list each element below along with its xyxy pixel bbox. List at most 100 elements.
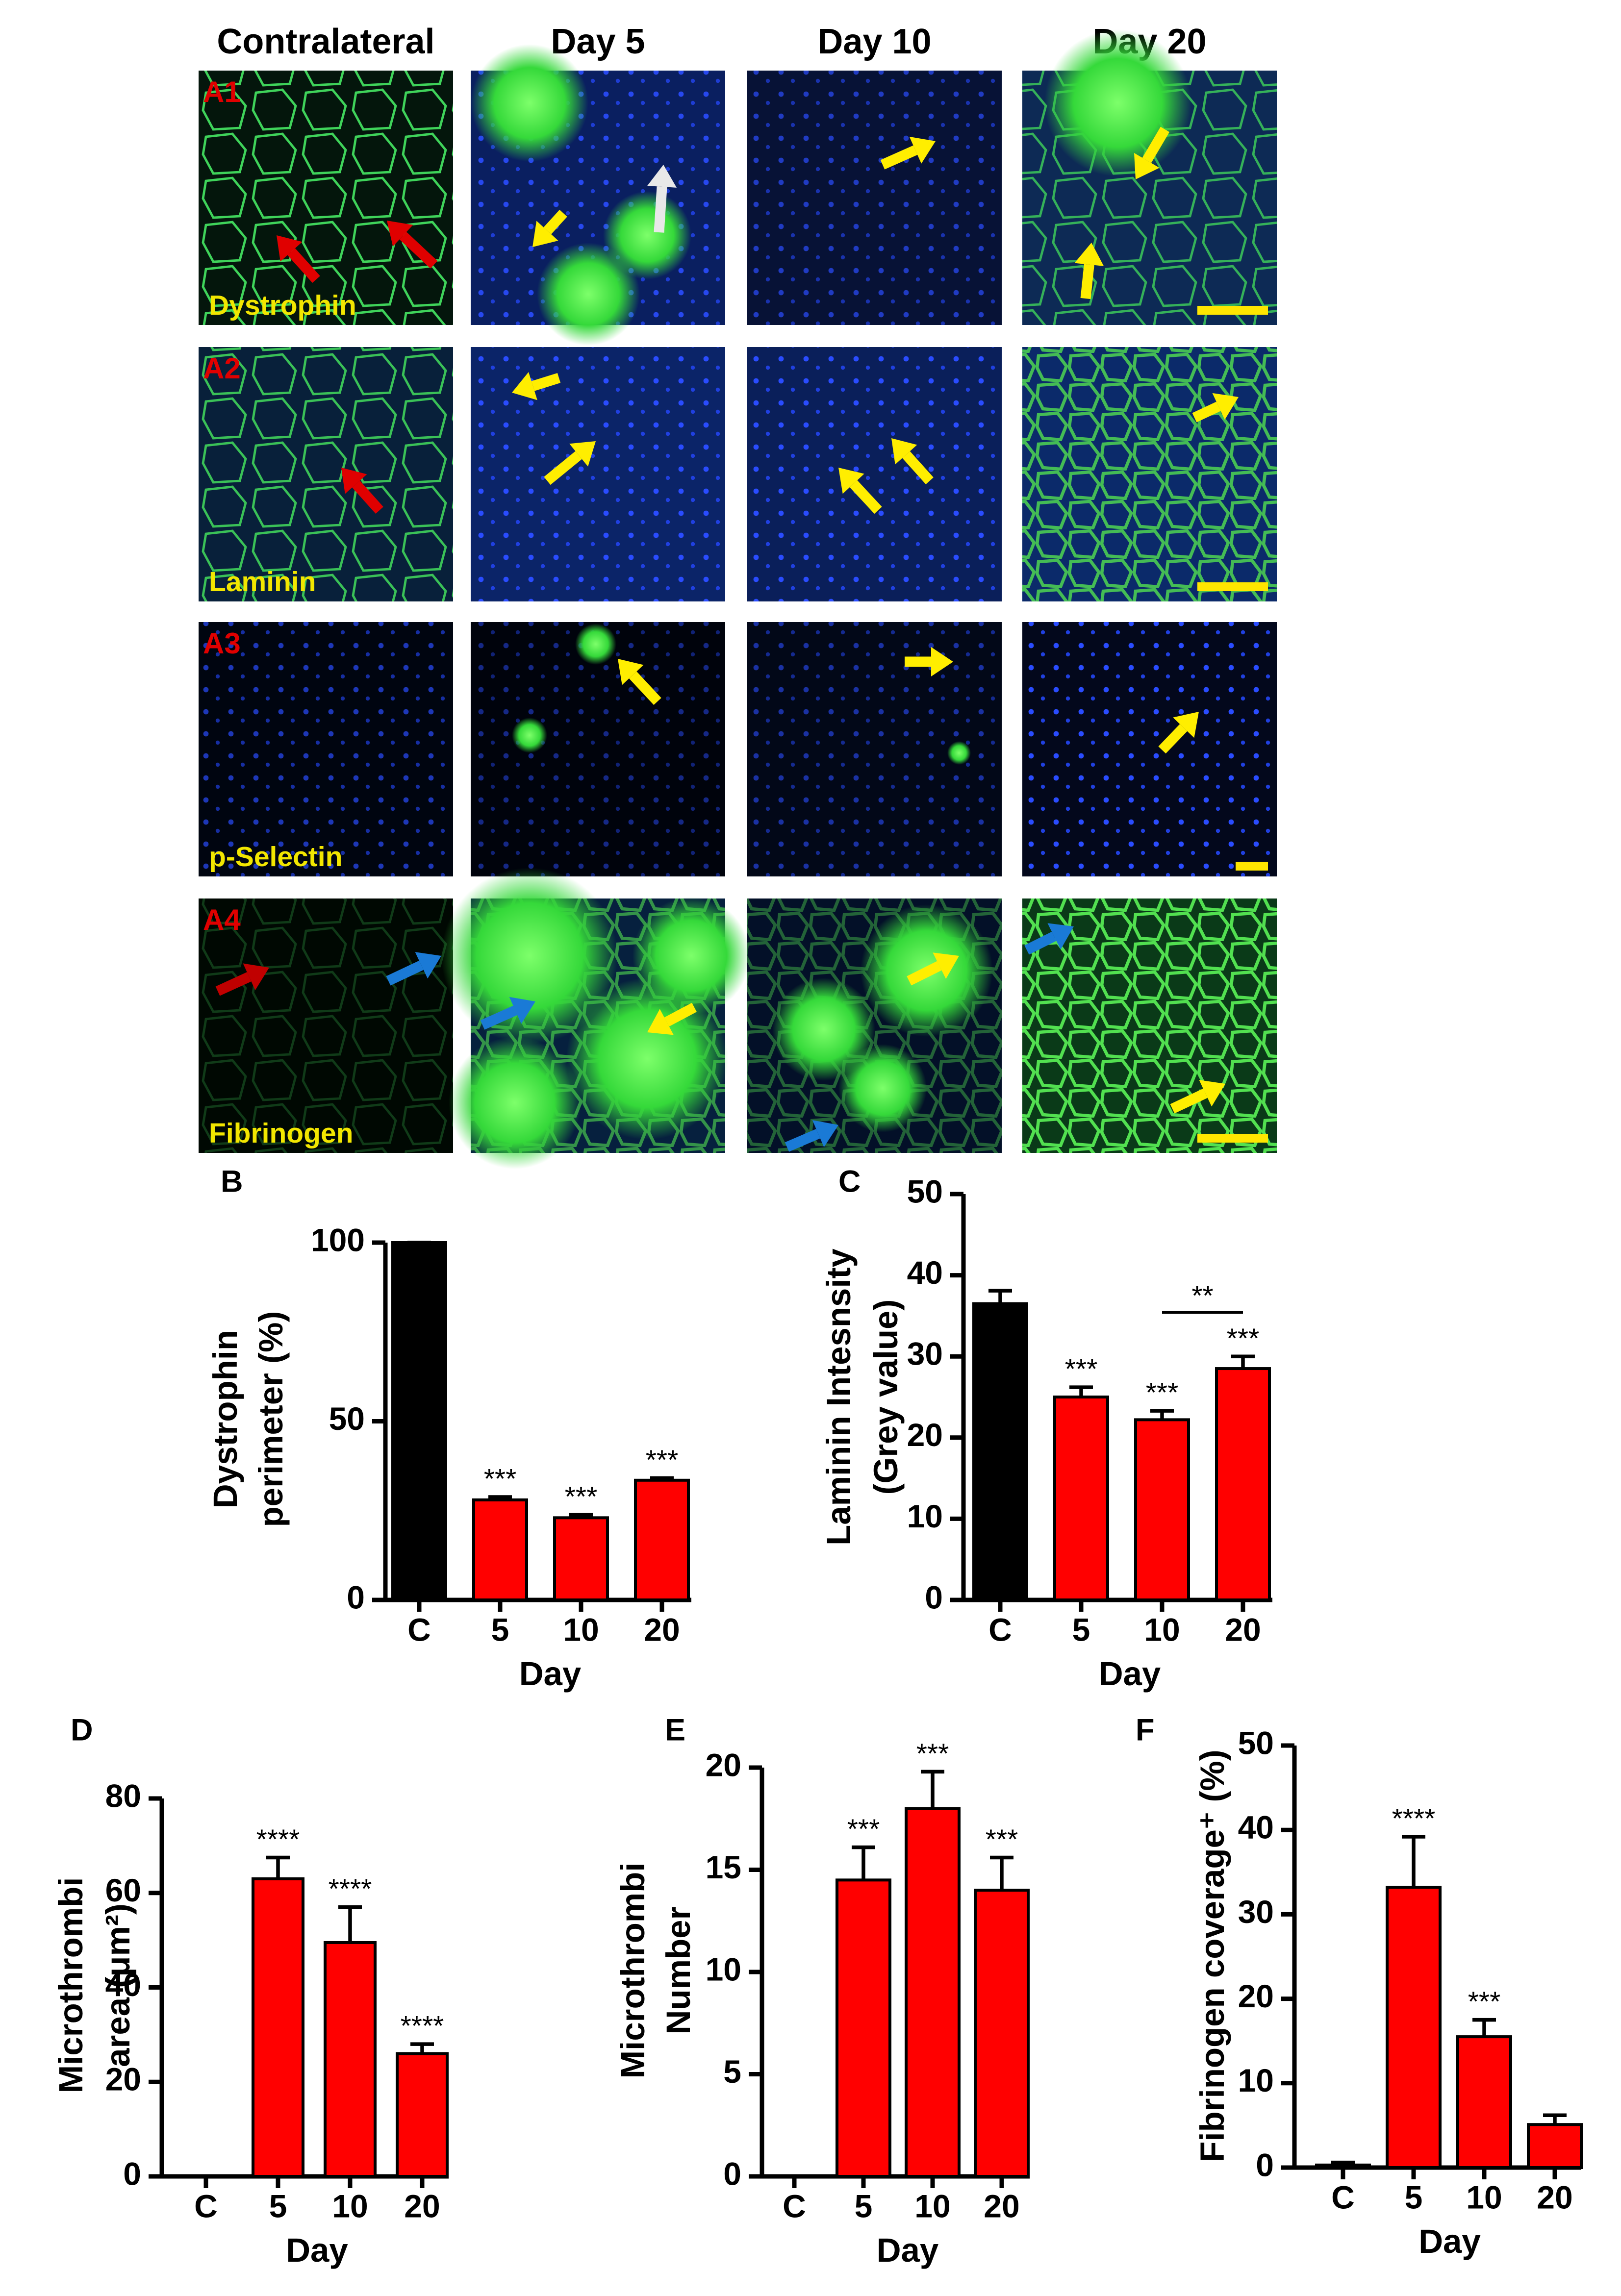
y-tick-label: 50 xyxy=(329,1400,365,1437)
arrow-head xyxy=(931,647,953,677)
y-tick-label: 10 xyxy=(1238,2062,1274,2098)
stain-blob xyxy=(947,741,971,765)
error-bar xyxy=(569,1513,593,1518)
arrow-head xyxy=(647,165,677,188)
error-bar xyxy=(1331,2160,1355,2165)
bar xyxy=(1386,1886,1442,2170)
y-tick-label: 100 xyxy=(311,1222,365,1258)
y-axis-label: area (μm²) xyxy=(99,1903,137,2067)
x-tick-label: 5 xyxy=(491,1611,509,1647)
arrow-head xyxy=(1047,923,1074,949)
significance: *** xyxy=(916,1738,949,1769)
scale-bar xyxy=(1197,1134,1268,1143)
bar xyxy=(974,1889,1030,2178)
micrograph-texture xyxy=(471,347,725,602)
arrow-head xyxy=(618,659,644,685)
y-tick-label: 0 xyxy=(723,2155,741,2192)
bar xyxy=(1134,1418,1190,1602)
y-tick-label: 15 xyxy=(706,1849,741,1885)
significance: *** xyxy=(847,1814,880,1845)
micrograph-texture xyxy=(199,71,453,325)
arrow-shaft xyxy=(1142,126,1170,163)
x-tick-label: 10 xyxy=(563,1611,599,1647)
y-tick-label: 0 xyxy=(925,1579,943,1615)
arrow-shaft xyxy=(1024,931,1057,955)
y-tick-label: 20 xyxy=(1238,1978,1274,2014)
y-tick-label: 60 xyxy=(105,1872,141,1908)
y-tick-label: 20 xyxy=(907,1417,943,1453)
arrow-head xyxy=(509,997,535,1024)
arrow-shaft xyxy=(902,451,934,485)
x-tick-label: 20 xyxy=(404,2188,440,2224)
panel-label: A2 xyxy=(203,352,241,385)
error-bar xyxy=(988,1289,1012,1304)
y-tick-label: 0 xyxy=(123,2155,141,2192)
bracket-label: ** xyxy=(1191,1280,1213,1311)
y-axis-label: (Grey value) xyxy=(867,1299,905,1495)
bar xyxy=(252,1877,304,2178)
arrow-shaft xyxy=(664,1002,697,1027)
micrograph-texture xyxy=(747,71,1002,325)
x-tick-label: 20 xyxy=(1225,1611,1261,1647)
arrow-shaft xyxy=(531,373,561,391)
arrow-shaft xyxy=(785,1129,820,1152)
y-tick-label: 10 xyxy=(706,1951,741,1987)
y-tick-label: 0 xyxy=(1256,2146,1274,2183)
panel-label: A3 xyxy=(203,627,241,660)
bar xyxy=(1215,1367,1271,1602)
y-tick-label: 50 xyxy=(1238,1724,1274,1761)
stain-label: Fibrinogen xyxy=(209,1118,353,1149)
significance: *** xyxy=(646,1444,679,1475)
panel-label: A1 xyxy=(203,75,241,108)
arrow-head xyxy=(569,441,596,467)
x-tick-label: 10 xyxy=(1144,1611,1180,1647)
stain-blob xyxy=(537,243,640,346)
y-tick-label: 20 xyxy=(105,2061,141,2097)
error-bar xyxy=(1402,1835,1425,1888)
x-tick-label: C xyxy=(194,2188,218,2224)
stain-blob xyxy=(603,191,691,280)
y-tick-label: 20 xyxy=(706,1747,741,1783)
x-tick-label: 5 xyxy=(1405,2179,1423,2215)
y-tick-label: 10 xyxy=(907,1498,943,1534)
x-axis-label: Day xyxy=(1418,2222,1481,2260)
arrow-head xyxy=(812,1120,838,1148)
arrow-head xyxy=(512,372,537,400)
stain-label: Laminin xyxy=(209,566,316,598)
y-tick-label: 30 xyxy=(907,1336,943,1372)
y-axis-label: Laminin Intesnsity xyxy=(820,1248,858,1546)
arrow-shaft xyxy=(386,960,424,986)
y-axis-label: Dystrophin xyxy=(206,1330,244,1508)
y-tick-label: 5 xyxy=(723,2053,741,2090)
arrow-head xyxy=(838,468,864,494)
x-axis-label: Day xyxy=(1099,1655,1161,1693)
stain-blob xyxy=(449,1037,581,1170)
error-bar xyxy=(1150,1409,1174,1420)
column-header: Day 10 xyxy=(817,22,931,61)
arrow-head xyxy=(243,963,269,990)
error-bar xyxy=(1543,2113,1567,2125)
arrow-head xyxy=(277,235,303,262)
bar xyxy=(1527,2123,1583,2170)
x-tick-label: 10 xyxy=(1466,2179,1502,2215)
arrow-head xyxy=(532,221,558,248)
panel-letter: F xyxy=(1136,1713,1154,1747)
bar xyxy=(391,1241,447,1602)
stain-blob xyxy=(1044,29,1191,177)
arrows xyxy=(215,126,1239,1152)
x-axis-label: Day xyxy=(519,1655,582,1693)
stain-label: Dystrophin xyxy=(209,290,356,321)
x-tick-label: 20 xyxy=(984,2188,1019,2224)
significance: *** xyxy=(1146,1377,1179,1408)
y-axis-label: perimeter (%) xyxy=(252,1311,290,1527)
arrow-shaft xyxy=(287,248,320,283)
error-bar xyxy=(488,1495,512,1500)
arrow-shaft xyxy=(544,451,582,485)
y-tick-label: 40 xyxy=(907,1254,943,1291)
arrow-shaft xyxy=(1170,1088,1208,1114)
panel-letter: B xyxy=(221,1165,243,1199)
arrow-shaft xyxy=(1080,264,1094,299)
